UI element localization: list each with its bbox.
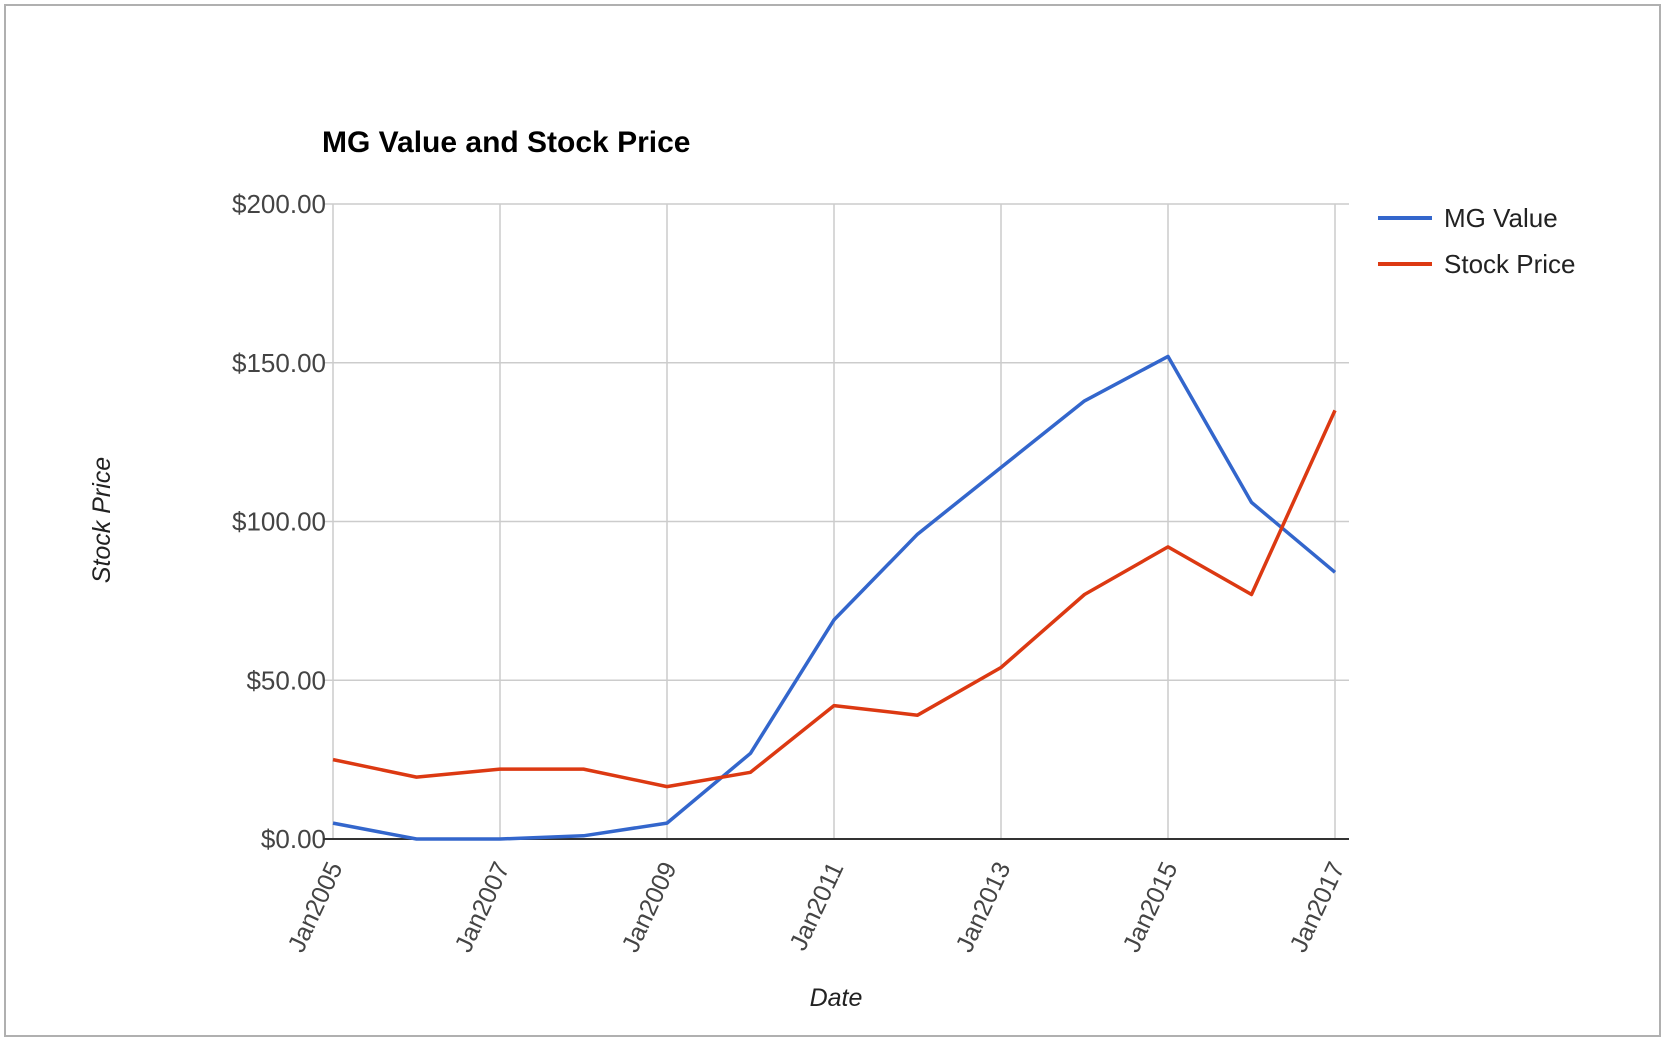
y-tick-label: $150.00 xyxy=(232,348,326,378)
grid-lines xyxy=(323,203,1349,681)
x-axis-label: Date xyxy=(810,984,863,1012)
y-tick-label: $200.00 xyxy=(232,189,326,219)
x-grid-lines xyxy=(332,204,1336,839)
chart-frame xyxy=(4,4,1661,1037)
legend-label-stock-price: Stock Price xyxy=(1444,249,1576,279)
series-line-stock-price xyxy=(332,409,1337,789)
series-lines xyxy=(332,354,1337,841)
chart-title: MG Value and Stock Price xyxy=(322,126,690,159)
y-tick-label: $50.00 xyxy=(246,665,326,695)
y-axis-ticks: $0.00 $50.00 $100.00 $150.00 $200.00 xyxy=(232,189,326,854)
legend-label-mg-value: MG Value xyxy=(1444,203,1558,233)
y-tick-label: $0.00 xyxy=(261,824,326,854)
y-axis-label: Stock Price xyxy=(88,457,116,583)
legend: MG Value Stock Price xyxy=(1378,203,1576,279)
y-tick-label: $100.00 xyxy=(232,507,326,537)
series-line-mg-value xyxy=(332,354,1337,841)
